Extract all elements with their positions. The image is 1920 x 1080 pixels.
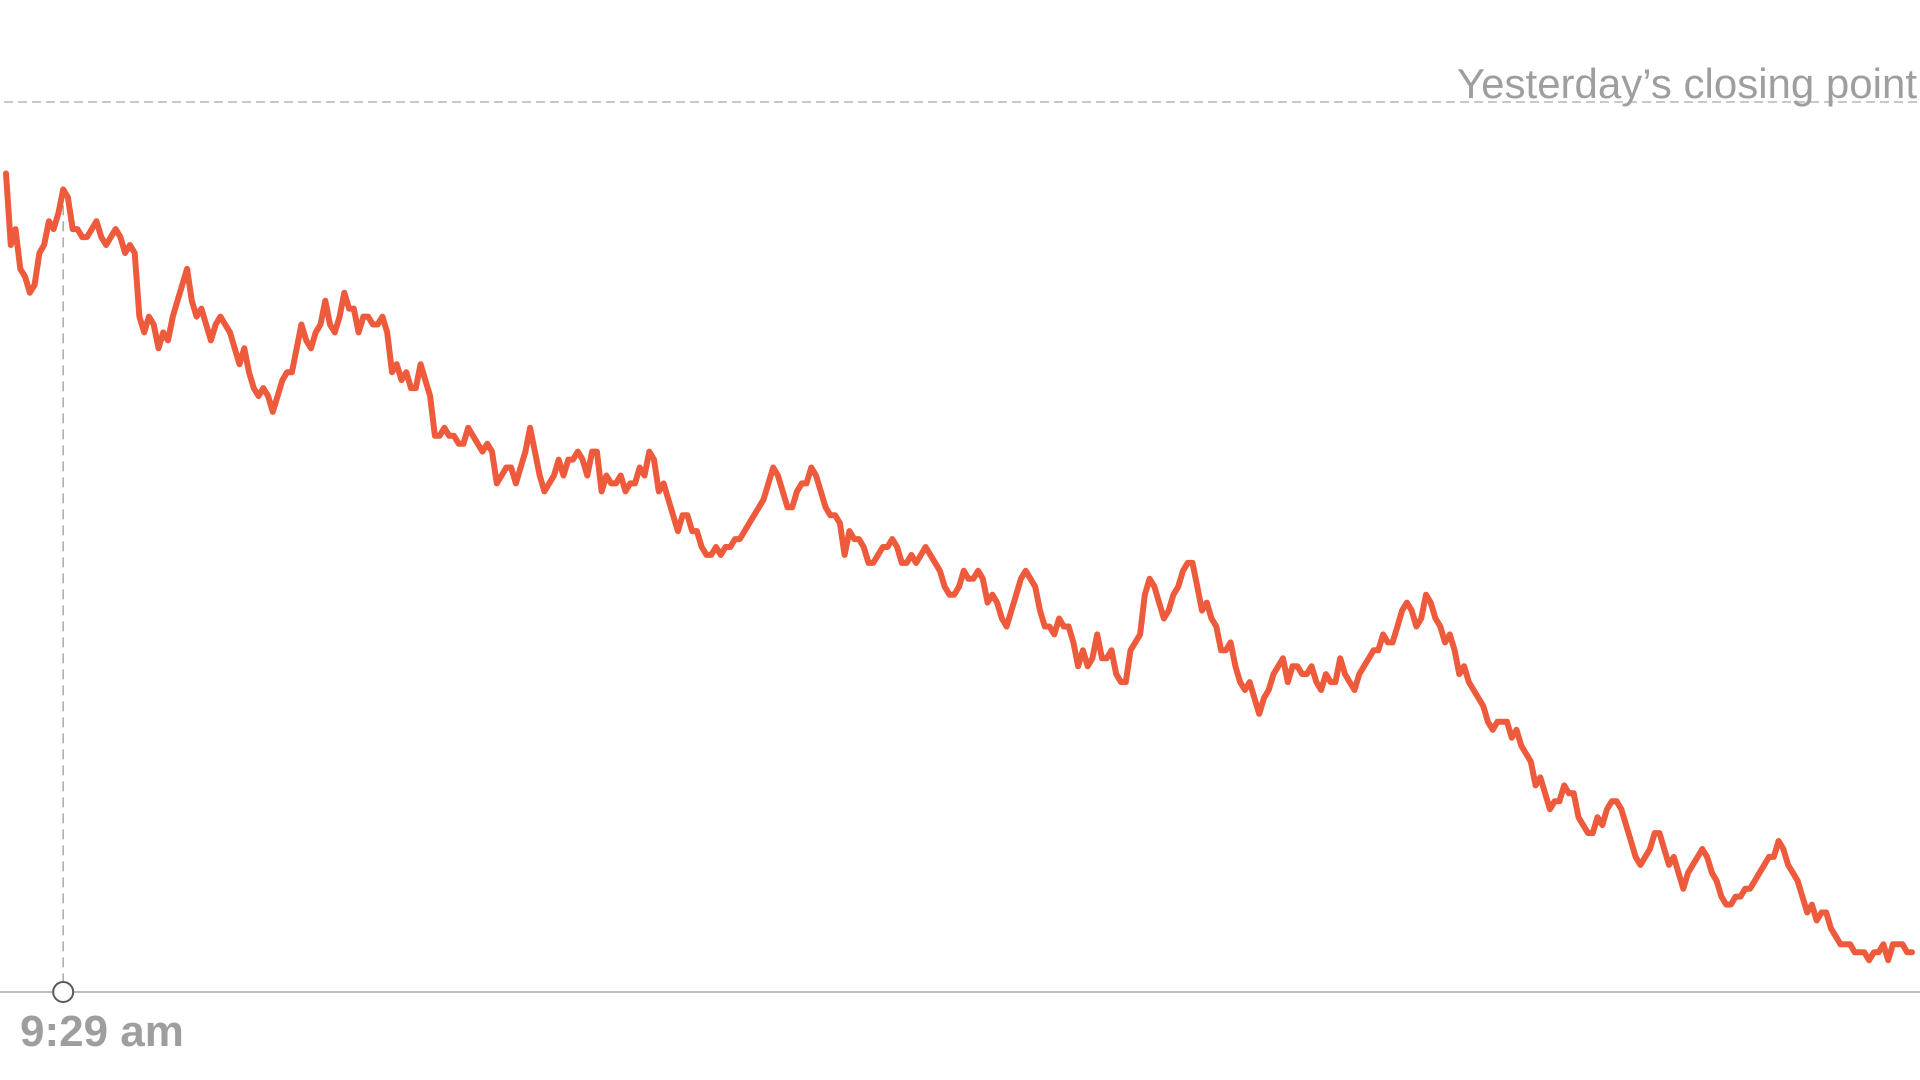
previous-close-label: Yesterday’s closing point	[1457, 60, 1917, 107]
time-marker-label: 9:29 am	[20, 1007, 184, 1056]
price-series-line	[3, 170, 1915, 964]
time-marker-handle[interactable]	[52, 981, 75, 1003]
